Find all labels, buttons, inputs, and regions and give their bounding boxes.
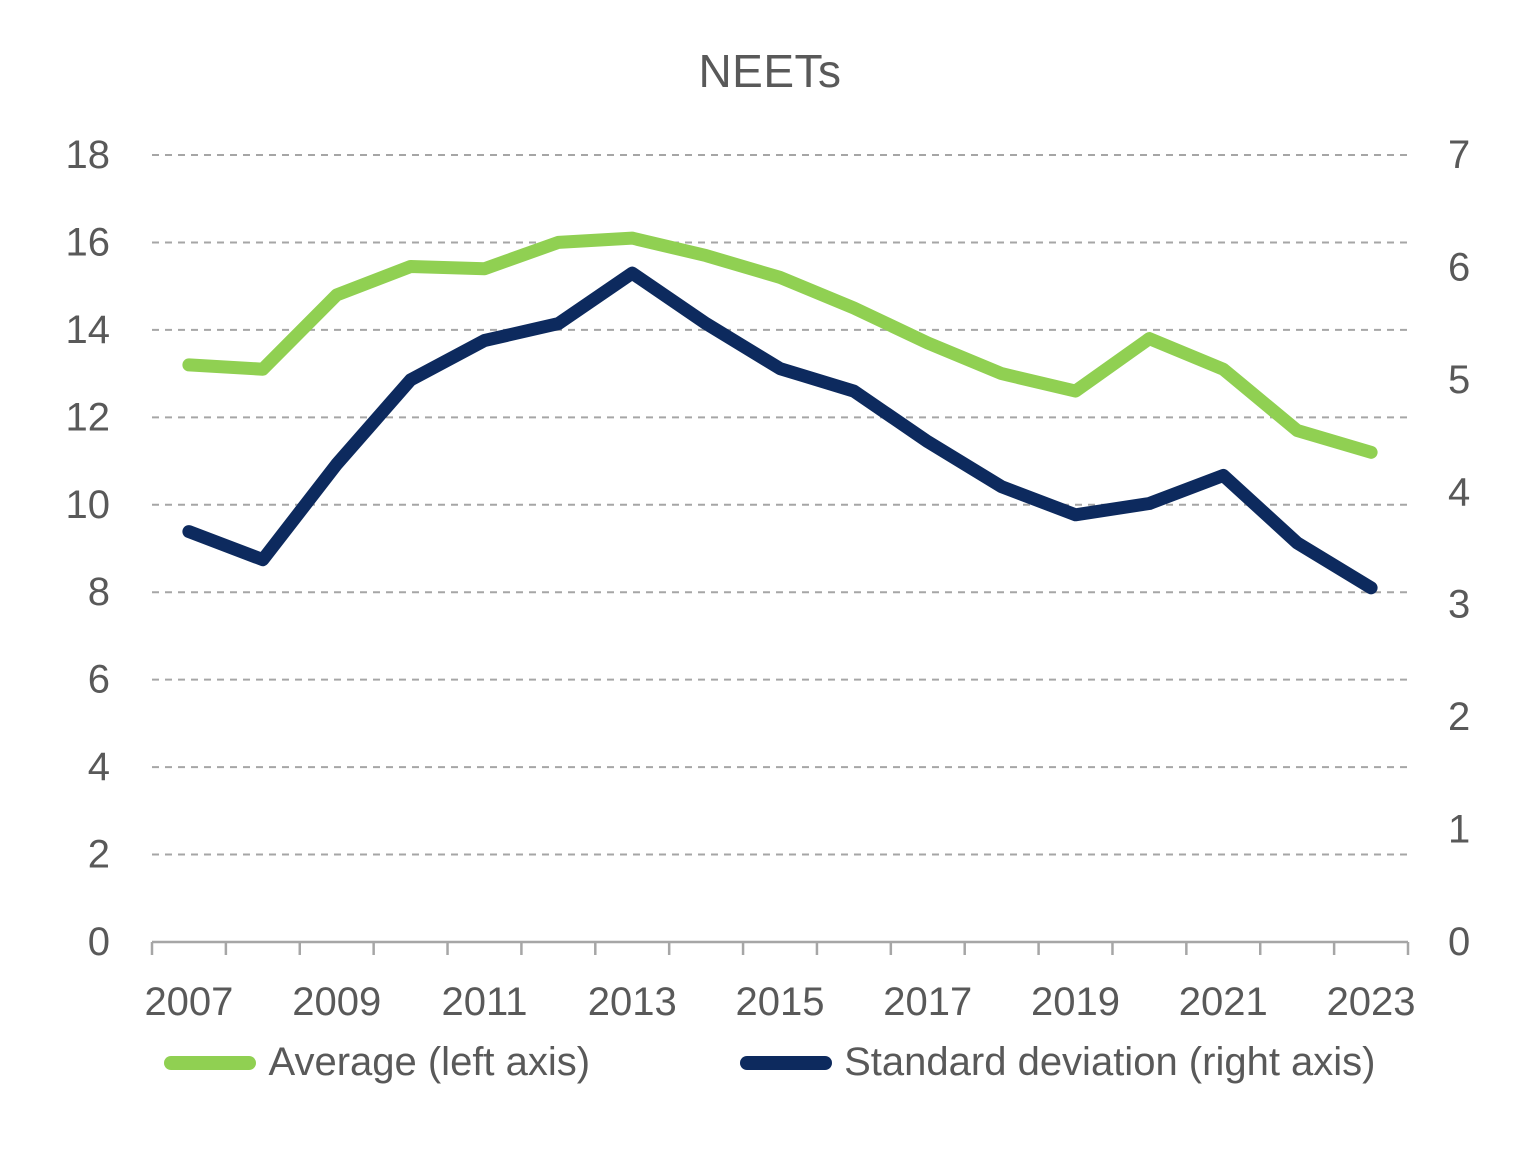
average-legend-label: Average (left axis) [268, 1040, 591, 1084]
stddev-legend-swatch [740, 1055, 833, 1070]
y-axis-right-tick-label: 2 [1448, 695, 1470, 739]
y-axis-left-tick-label: 10 [66, 483, 111, 527]
y-axis-left-tick-label: 4 [88, 745, 110, 789]
y-axis-right-tick-label: 7 [1448, 133, 1470, 177]
legend-entry-stddev: Standard deviation (right axis) [740, 1040, 1376, 1085]
x-axis-tick-label: 2023 [1327, 980, 1416, 1024]
x-axis-tick-label: 2007 [144, 980, 233, 1024]
x-axis-tick-label: 2019 [1031, 980, 1120, 1024]
y-axis-left-tick-label: 8 [88, 570, 110, 614]
chart-title: NEETs [698, 45, 842, 97]
y-axis-left-tick-label: 12 [66, 395, 111, 439]
stddev-legend-label: Standard deviation (right axis) [844, 1040, 1376, 1084]
x-axis-tick-label: 2021 [1179, 980, 1268, 1024]
y-axis-right-tick-label: 6 [1448, 245, 1470, 289]
y-axis-left-tick-label: 0 [88, 920, 110, 964]
x-axis-tick-label: 2013 [588, 980, 677, 1024]
x-axis-tick-label: 2017 [883, 980, 972, 1024]
y-axis-right-tick-label: 5 [1448, 358, 1470, 402]
x-axis-tick-label: 2009 [292, 980, 381, 1024]
y-axis-left-tick-label: 14 [66, 308, 111, 352]
y-axis-left-tick-label: 18 [66, 133, 111, 177]
y-axis-left-tick-label: 2 [88, 833, 110, 877]
y-axis-left-tick-label: 16 [66, 220, 111, 264]
y-axis-right-tick-label: 4 [1448, 470, 1470, 514]
y-axis-right-tick-label: 0 [1448, 920, 1470, 964]
x-axis-tick-label: 2011 [441, 980, 527, 1024]
y-axis-right-tick-label: 1 [1448, 808, 1470, 852]
x-axis-tick-label: 2015 [736, 980, 825, 1024]
legend: Average (left axis) Standard deviation (… [0, 1040, 1540, 1085]
average-legend-swatch [164, 1055, 257, 1070]
average-line [182, 231, 1378, 459]
y-axis-right-tick-label: 3 [1448, 583, 1470, 627]
legend-entry-average: Average (left axis) [164, 1040, 590, 1085]
y-axis-left-tick-label: 6 [88, 658, 110, 702]
stddev-line [182, 266, 1378, 595]
